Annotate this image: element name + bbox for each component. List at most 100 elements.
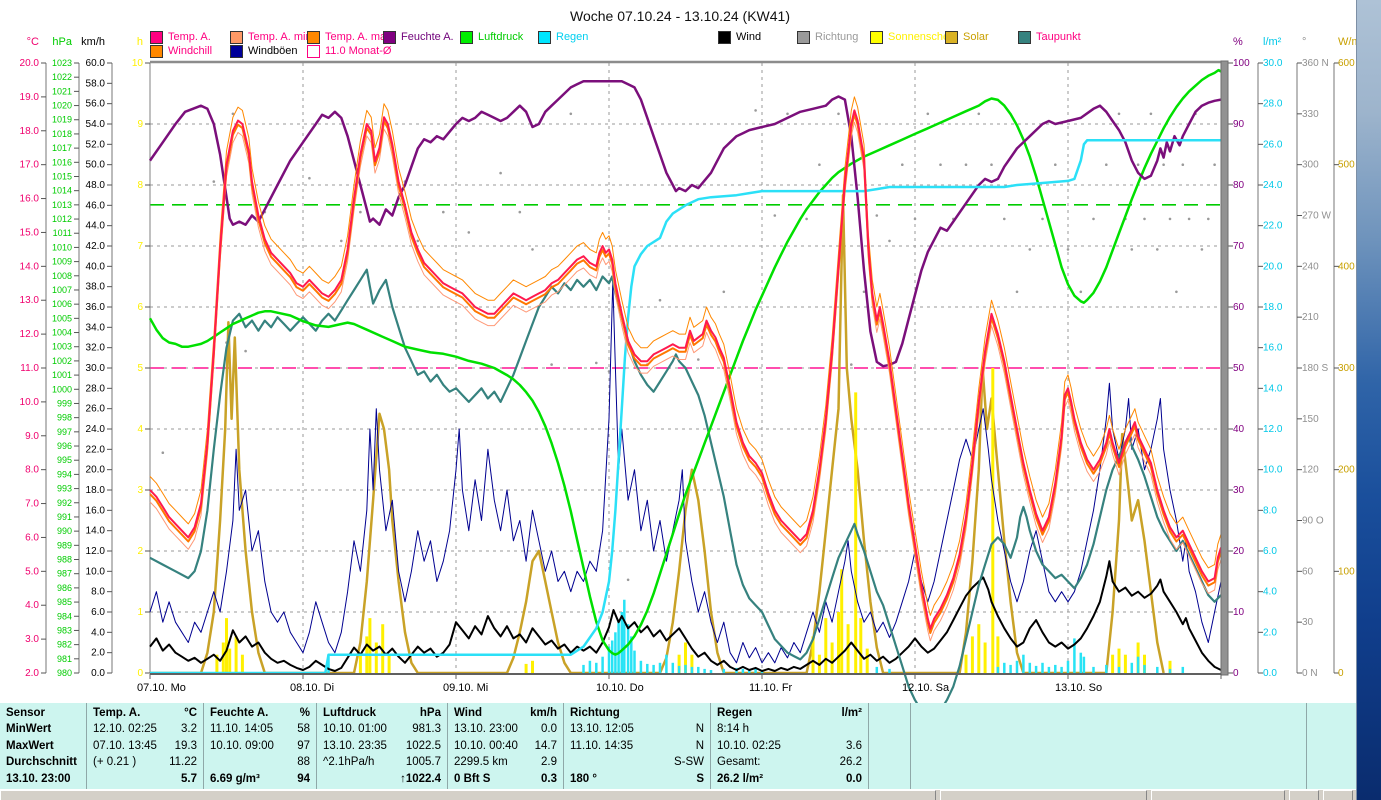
legend-item-feuchte-a-: Feuchte A. <box>383 30 454 44</box>
svg-text:16.0: 16.0 <box>86 505 106 516</box>
svg-text:2: 2 <box>137 546 143 557</box>
status-bar <box>0 790 1357 800</box>
table-cell-row: 0 Bft S 0.3 <box>454 772 557 785</box>
svg-text:100: 100 <box>1338 566 1355 577</box>
svg-text:990: 990 <box>57 526 72 536</box>
legend-item-taupunkt: Taupunkt <box>1018 30 1081 44</box>
table-cell-row: 11.10. 14:35 N <box>570 739 704 752</box>
svg-text:13.0: 13.0 <box>20 295 40 306</box>
svg-text:3.0: 3.0 <box>25 634 39 645</box>
svg-text:6.0: 6.0 <box>25 532 39 543</box>
svg-text:30.0: 30.0 <box>86 363 106 374</box>
svg-text:28.0: 28.0 <box>1263 99 1283 110</box>
legend-swatch <box>538 30 551 44</box>
svg-text:330: 330 <box>1302 109 1319 120</box>
svg-text:0.0: 0.0 <box>91 668 105 679</box>
legend-item-windb-en: Windböen <box>230 44 298 58</box>
svg-text:80: 80 <box>1233 180 1245 191</box>
table-row-labels-column: Sensor MinWert MaxWert Durchschnitt 13.10. 2… <box>0 703 86 789</box>
series-richtung <box>161 109 1216 582</box>
legend-label: Wind <box>736 31 762 43</box>
legend-item-windchill: Windchill <box>150 44 212 58</box>
svg-text:1013: 1013 <box>52 200 72 210</box>
svg-text:4.0: 4.0 <box>1263 587 1277 598</box>
weather-chart: 2.0 3.0 4.0 5.0 6.0 7.0 8.0 9.0 10.0 11.0 12.0 13.0… <box>19 36 1365 722</box>
legend-item-richtung: Richtung <box>797 30 858 44</box>
table-column-header: Richtung <box>570 707 620 719</box>
svg-text:1018: 1018 <box>52 129 72 139</box>
svg-text:1011: 1011 <box>53 228 72 238</box>
right-axis-rulers: 0 10 20 30 40 50 60 70 80 90 100% 0.0 2.0 4.0 6.0 8.0 10… <box>1228 36 1365 679</box>
svg-text:0 N: 0 N <box>1302 668 1318 679</box>
svg-text:9.0: 9.0 <box>25 431 39 442</box>
svg-text:992: 992 <box>57 498 72 508</box>
svg-text:60.0: 60.0 <box>86 58 106 69</box>
svg-text:300: 300 <box>1338 363 1355 374</box>
svg-text:270 W: 270 W <box>1302 211 1331 222</box>
legend-label: Feuchte A. <box>401 31 454 43</box>
table-cell-row: (+ 0.21 ) 11.22 <box>93 756 197 769</box>
legend-swatch <box>945 30 958 44</box>
svg-text:18.0: 18.0 <box>86 485 106 496</box>
svg-text:150: 150 <box>1302 414 1319 425</box>
series-taupunkt <box>149 268 1222 722</box>
svg-text:180 S: 180 S <box>1302 363 1328 374</box>
svg-text:8.0: 8.0 <box>25 465 39 476</box>
svg-text:1009: 1009 <box>52 257 72 267</box>
status-bar-segment <box>1323 790 1354 800</box>
svg-text:500: 500 <box>1338 160 1355 171</box>
legend-swatch <box>307 30 320 44</box>
svg-text:6: 6 <box>137 302 143 313</box>
series-temp-max <box>149 96 1222 616</box>
legend-item-sonnenschein: Sonnenschein <box>870 30 958 44</box>
svg-text:22.0: 22.0 <box>86 444 106 455</box>
legend-label: Temp. A. min <box>248 31 312 43</box>
svg-text:28.0: 28.0 <box>86 383 106 394</box>
svg-text:999: 999 <box>57 398 72 408</box>
svg-text:12.10. Sa: 12.10. Sa <box>902 682 950 694</box>
table-cell-row: 10.10. 09:00 97 <box>210 739 310 752</box>
table-column-wind: Wind km/h 13.10. 23:00 0.0 10.10. 00:40 14.7 2… <box>447 703 563 789</box>
table-row-label: Sensor <box>6 707 45 719</box>
legend-label: Windböen <box>248 45 298 57</box>
svg-text:20.0: 20.0 <box>86 465 106 476</box>
status-bar-segment <box>939 790 1147 800</box>
svg-text:°C: °C <box>27 36 39 48</box>
svg-text:24.0: 24.0 <box>86 424 106 435</box>
status-bar-segment <box>1289 790 1320 800</box>
svg-text:58.0: 58.0 <box>86 78 106 89</box>
svg-text:0: 0 <box>1338 668 1344 679</box>
svg-text:60: 60 <box>1233 302 1245 313</box>
svg-text:1: 1 <box>137 607 143 618</box>
legend-swatch <box>797 30 810 44</box>
svg-text:2.0: 2.0 <box>1263 627 1277 638</box>
table-row-label: MinWert <box>6 723 52 736</box>
svg-text:1020: 1020 <box>52 101 72 111</box>
svg-text:998: 998 <box>57 413 72 423</box>
table-row-label: MaxWert <box>6 739 54 752</box>
svg-text:90 O: 90 O <box>1302 516 1324 527</box>
svg-text:30.0: 30.0 <box>1263 58 1283 69</box>
svg-text:1012: 1012 <box>52 214 72 224</box>
svg-text:0: 0 <box>1233 668 1239 679</box>
svg-text:600: 600 <box>1338 58 1355 69</box>
svg-text:2.0: 2.0 <box>25 668 39 679</box>
svg-text:12.0: 12.0 <box>1263 424 1283 435</box>
svg-text:996: 996 <box>57 441 72 451</box>
svg-text:20.0: 20.0 <box>20 58 40 69</box>
svg-text:38.0: 38.0 <box>86 282 106 293</box>
svg-text:400: 400 <box>1338 261 1355 272</box>
svg-text:54.0: 54.0 <box>86 119 106 130</box>
svg-text:997: 997 <box>57 427 72 437</box>
table-cell-row: 10.10. 00:40 14.7 <box>454 739 557 752</box>
svg-text:10: 10 <box>132 58 144 69</box>
table-cell-row: 8:14 h <box>717 723 749 736</box>
series-wind <box>149 560 1222 672</box>
svg-text:8.0: 8.0 <box>91 587 105 598</box>
svg-text:40.0: 40.0 <box>86 261 106 272</box>
table-cell-row: 13.10. 23:35 1022.5 <box>323 739 441 752</box>
svg-text:10.0: 10.0 <box>20 397 40 408</box>
svg-text:120: 120 <box>1302 465 1319 476</box>
table-cell-row: Gesamt: 26.2 <box>717 756 862 769</box>
svg-text:hPa: hPa <box>52 36 72 48</box>
